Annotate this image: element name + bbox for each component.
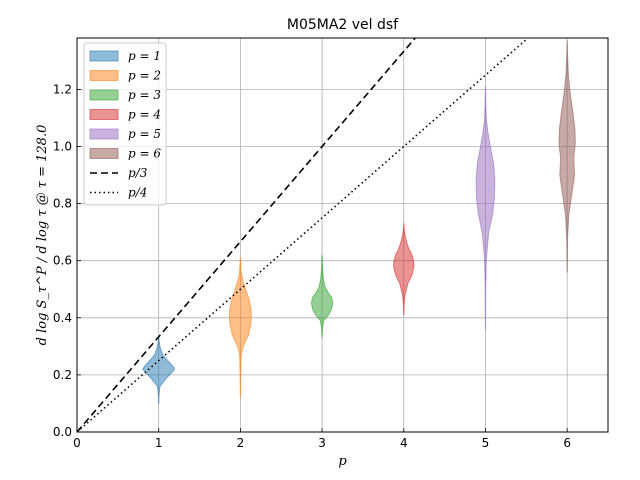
- reference-line-dashed: [77, 38, 417, 432]
- x-tick-label: 5: [482, 436, 490, 450]
- y-tick-label: 0.2: [53, 368, 72, 382]
- x-tick-label: 4: [400, 436, 408, 450]
- reference-line-dotted: [77, 38, 530, 432]
- x-tick-label: 2: [237, 436, 245, 450]
- legend-swatch: [89, 89, 119, 101]
- legend-swatch: [89, 50, 119, 62]
- y-axis-label: d log S_τ^P / d log τ @ τ = 128.0: [35, 125, 50, 346]
- x-tick-label: 6: [563, 436, 571, 450]
- y-tick-label: 0.8: [53, 197, 72, 211]
- violin-5: [475, 86, 496, 330]
- plot-frame: [76, 37, 609, 433]
- legend-label: p = 2: [128, 69, 161, 83]
- legend-label: p = 4: [128, 108, 161, 122]
- violins: [142, 40, 576, 404]
- y-tick-label: 1.0: [53, 139, 72, 153]
- x-tick-label: 3: [318, 436, 326, 450]
- axis-ticks: 0 1 2 3 4 5 6 0.0 0.2 0.4 0.6 0.8 1.0 1.2: [53, 82, 571, 450]
- x-axis-label: p: [338, 454, 347, 469]
- violin-3: [310, 254, 334, 339]
- legend: p = 1 p = 2 p = 3 p = 4 p = 5 p = 6 p/3 p/4: [83, 42, 167, 206]
- violin-2: [228, 257, 252, 399]
- legend-label: p = 3: [128, 88, 161, 102]
- chart-title: M05MA2 vel dsf: [287, 17, 399, 33]
- legend-swatch: [89, 148, 119, 159]
- x-tick-label: 1: [155, 436, 163, 450]
- violin-1: [142, 337, 176, 404]
- legend-box: [83, 42, 167, 206]
- legend-swatch: [89, 70, 119, 81]
- x-tick-label: 0: [73, 436, 81, 450]
- y-tick-label: 0.0: [53, 425, 72, 439]
- legend-label: p/4: [128, 186, 147, 200]
- reference-lines: [77, 38, 530, 432]
- y-tick-label: 0.6: [53, 254, 72, 268]
- legend-label: p = 1: [128, 49, 161, 63]
- y-tick-label: 0.4: [53, 311, 72, 325]
- legend-swatch: [89, 109, 119, 120]
- violin-6: [558, 40, 576, 273]
- violin-4: [393, 223, 415, 316]
- legend-swatch: [89, 128, 119, 140]
- legend-label: p = 6: [128, 147, 161, 161]
- y-tick-label: 1.2: [53, 82, 72, 96]
- legend-label: p = 5: [128, 127, 161, 141]
- legend-label: p/3: [128, 166, 148, 180]
